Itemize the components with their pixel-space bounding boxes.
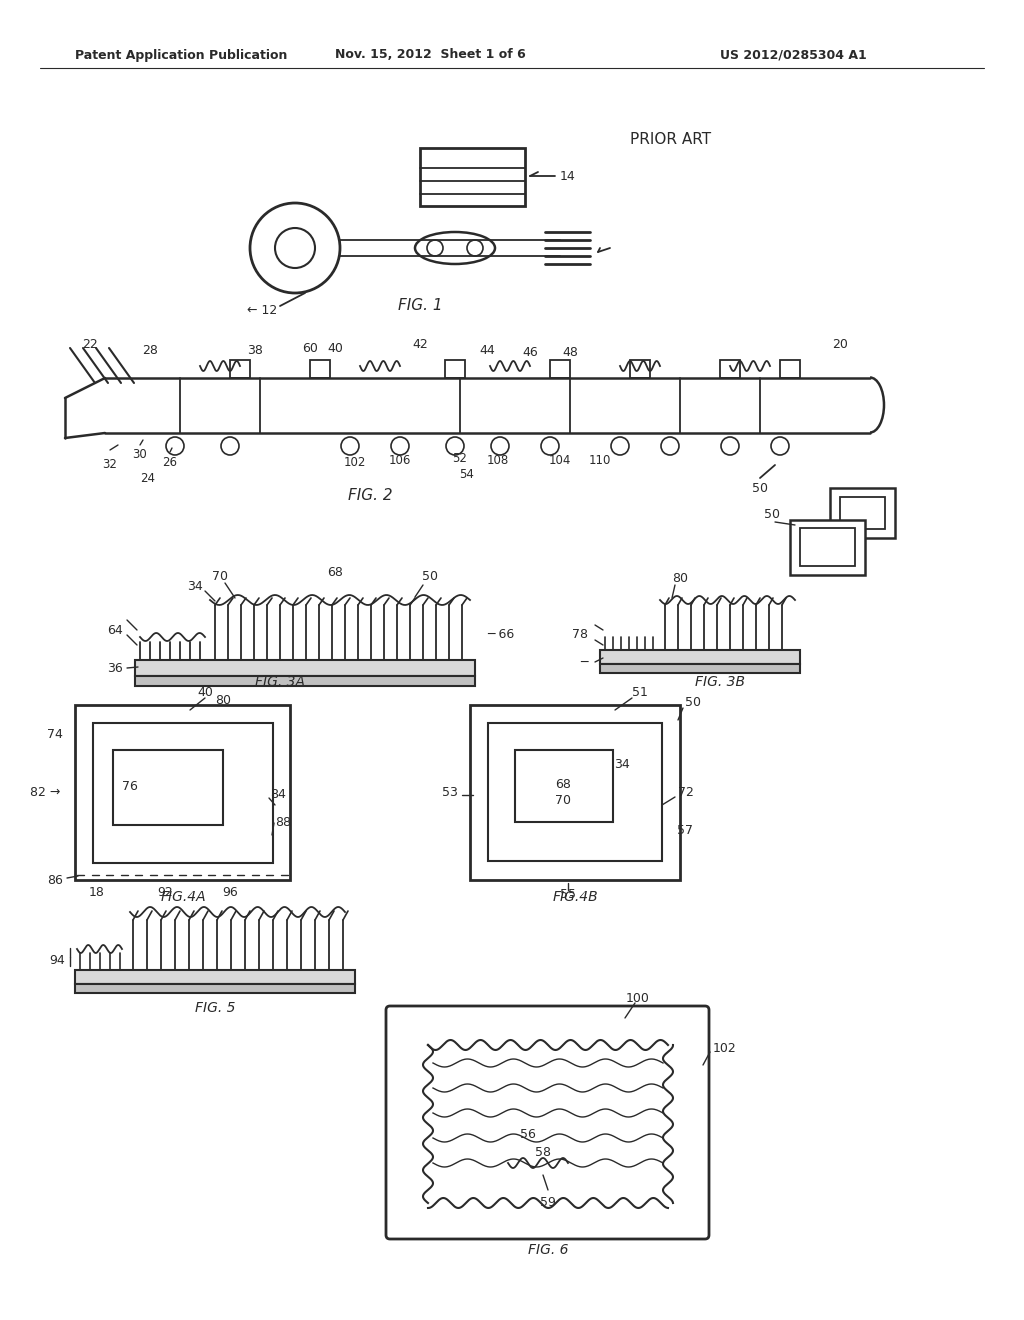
- Text: 48: 48: [562, 346, 578, 359]
- Text: ─: ─: [581, 656, 588, 668]
- Text: 110: 110: [589, 454, 611, 466]
- Text: 44: 44: [479, 343, 495, 356]
- Text: 36: 36: [108, 661, 123, 675]
- Text: 108: 108: [486, 454, 509, 466]
- Text: 84: 84: [270, 788, 286, 801]
- Text: 40: 40: [197, 686, 213, 700]
- Text: 64: 64: [108, 623, 123, 636]
- Text: FIG. 3B: FIG. 3B: [695, 675, 745, 689]
- Bar: [488, 723, 662, 861]
- Text: 86: 86: [47, 874, 63, 887]
- Text: FIG. 3A: FIG. 3A: [255, 675, 305, 689]
- Text: 28: 28: [142, 343, 158, 356]
- Text: 50: 50: [752, 482, 768, 495]
- Text: Nov. 15, 2012  Sheet 1 of 6: Nov. 15, 2012 Sheet 1 of 6: [335, 49, 525, 62]
- Text: 104: 104: [549, 454, 571, 466]
- Text: 82 →: 82 →: [30, 787, 60, 800]
- Bar: [800, 528, 855, 566]
- Text: 56: 56: [520, 1129, 536, 1142]
- Text: 34: 34: [614, 759, 630, 771]
- Text: 50: 50: [685, 697, 701, 710]
- Text: FIG. 6: FIG. 6: [527, 1243, 568, 1257]
- Text: FIG. 5: FIG. 5: [195, 1001, 236, 1015]
- Text: 74: 74: [47, 729, 63, 742]
- Text: 42: 42: [412, 338, 428, 351]
- Text: ← 12: ← 12: [247, 305, 278, 318]
- Bar: [445, 360, 465, 378]
- Bar: [840, 498, 885, 529]
- Bar: [75, 983, 355, 993]
- Text: 32: 32: [102, 458, 118, 471]
- Text: 38: 38: [247, 343, 263, 356]
- Text: 55: 55: [560, 888, 575, 902]
- Bar: [830, 488, 895, 539]
- Text: Patent Application Publication: Patent Application Publication: [75, 49, 288, 62]
- Text: 78: 78: [572, 628, 588, 642]
- Text: FIG.4B: FIG.4B: [552, 890, 598, 904]
- Bar: [470, 705, 680, 880]
- Bar: [135, 676, 475, 686]
- Bar: [515, 750, 613, 822]
- Text: 53: 53: [442, 787, 458, 800]
- Text: 100: 100: [626, 991, 650, 1005]
- Text: 102: 102: [713, 1041, 736, 1055]
- Bar: [135, 660, 475, 676]
- Text: 20: 20: [833, 338, 848, 351]
- Text: 54: 54: [460, 467, 474, 480]
- Text: FIG.4A: FIG.4A: [160, 890, 206, 904]
- Text: 50: 50: [764, 508, 780, 521]
- Bar: [600, 649, 800, 664]
- Text: 96: 96: [222, 887, 238, 899]
- Text: 80: 80: [215, 693, 231, 706]
- Text: 18: 18: [89, 887, 104, 899]
- Text: 14: 14: [560, 169, 575, 182]
- Text: 80: 80: [672, 572, 688, 585]
- Text: 40: 40: [327, 342, 343, 355]
- Text: 51: 51: [632, 686, 648, 700]
- Text: 88: 88: [275, 817, 291, 829]
- Text: 52: 52: [453, 451, 467, 465]
- Text: 24: 24: [140, 471, 156, 484]
- Text: 92: 92: [157, 887, 173, 899]
- Text: ─ 66: ─ 66: [487, 628, 514, 642]
- Bar: [75, 970, 355, 983]
- Bar: [780, 360, 800, 378]
- Bar: [230, 360, 250, 378]
- Text: 94: 94: [49, 954, 65, 968]
- Text: 34: 34: [187, 581, 203, 594]
- Text: FIG. 2: FIG. 2: [348, 487, 392, 503]
- Bar: [93, 723, 273, 863]
- Bar: [310, 360, 330, 378]
- Text: 30: 30: [133, 449, 147, 462]
- Text: 68: 68: [555, 779, 571, 792]
- Text: PRIOR ART: PRIOR ART: [630, 132, 711, 148]
- Bar: [720, 360, 740, 378]
- Text: 106: 106: [389, 454, 412, 466]
- Text: 57: 57: [677, 824, 693, 837]
- Text: 59: 59: [540, 1196, 556, 1209]
- Text: FIG. 1: FIG. 1: [397, 297, 442, 313]
- Text: 72: 72: [678, 787, 694, 800]
- FancyBboxPatch shape: [386, 1006, 709, 1239]
- Text: 68: 68: [327, 566, 343, 579]
- Bar: [75, 705, 290, 880]
- Text: 22: 22: [82, 338, 98, 351]
- Text: 70: 70: [555, 795, 571, 808]
- Text: 102: 102: [344, 455, 367, 469]
- Text: 46: 46: [522, 346, 538, 359]
- Text: 50: 50: [422, 570, 438, 583]
- Bar: [790, 520, 865, 576]
- Text: 76: 76: [122, 780, 138, 793]
- Bar: [420, 148, 525, 206]
- Text: 26: 26: [163, 455, 177, 469]
- Bar: [630, 360, 650, 378]
- Bar: [550, 360, 570, 378]
- Text: 58: 58: [535, 1147, 551, 1159]
- Text: US 2012/0285304 A1: US 2012/0285304 A1: [720, 49, 866, 62]
- Bar: [600, 664, 800, 673]
- Bar: [113, 750, 223, 825]
- Text: 60: 60: [302, 342, 317, 355]
- Text: 70: 70: [212, 570, 228, 583]
